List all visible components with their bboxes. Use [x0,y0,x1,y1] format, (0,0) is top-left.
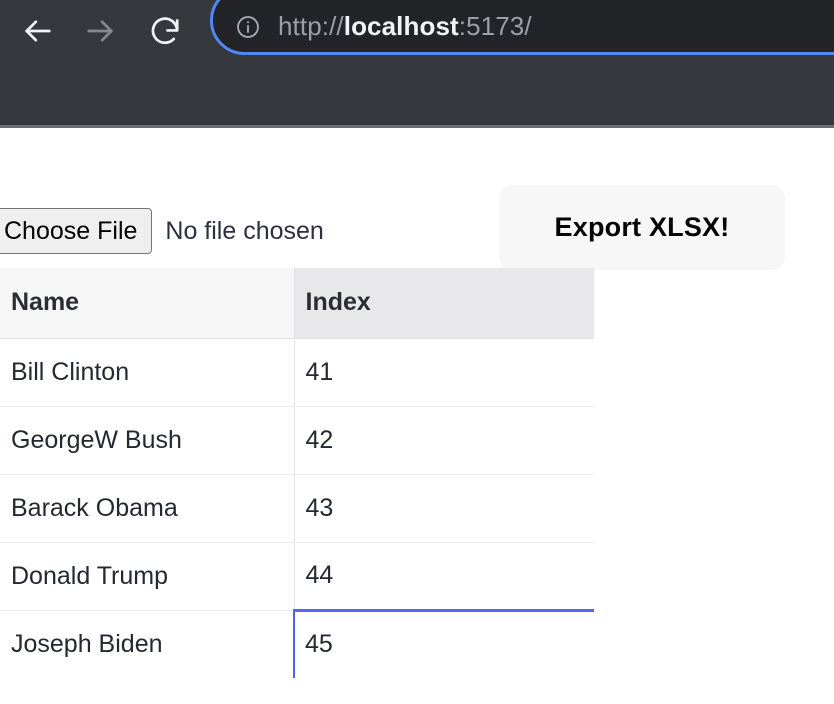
cell-index[interactable]: 43 [293,474,594,543]
cell-index[interactable]: 44 [293,542,594,611]
forward-button[interactable] [79,10,121,52]
table-header: Name Index [0,268,594,339]
cell-index-focused[interactable]: 45 [293,608,594,678]
reload-icon [151,17,179,45]
file-input-row: Choose File No file chosen [0,208,324,254]
url-path: :5173/ [458,11,532,41]
file-status-label: No file chosen [165,216,324,245]
cell-name[interactable]: Donald Trump [0,542,294,611]
column-header-name[interactable]: Name [0,268,294,339]
info-circle-icon[interactable] [235,14,261,40]
address-bar-url: http://localhost:5173/ [278,11,532,42]
choose-file-button[interactable]: Choose File [0,208,153,254]
page-content: Choose File No file chosen Export XLSX! … [0,131,834,704]
arrow-right-icon [87,20,113,42]
browser-toolbar: http://localhost:5173/ [0,0,834,128]
table-row[interactable]: Bill Clinton 41 [0,338,594,407]
back-button[interactable] [17,10,59,52]
table-row[interactable]: Joseph Biden 45 [0,608,594,678]
table-header-row: Name Index [0,268,594,339]
cell-name[interactable]: Barack Obama [0,474,294,543]
url-host: localhost [343,11,459,41]
cell-index[interactable]: 42 [293,406,594,475]
column-header-index[interactable]: Index [293,268,594,339]
cell-name[interactable]: Joseph Biden [0,610,294,678]
reload-button[interactable] [144,10,186,52]
arrow-left-icon [25,20,51,42]
cell-name[interactable]: GeorgeW Bush [0,406,294,475]
address-bar[interactable]: http://localhost:5173/ [210,0,834,55]
table-row[interactable]: GeorgeW Bush 42 [0,406,594,475]
cell-name[interactable]: Bill Clinton [0,338,294,407]
cell-index[interactable]: 41 [293,338,594,407]
table-row[interactable]: Barack Obama 43 [0,474,594,543]
export-xlsx-button[interactable]: Export XLSX! [499,185,785,270]
table-row[interactable]: Donald Trump 44 [0,542,594,611]
presidents-table: Name Index Bill Clinton 41 GeorgeW Bush … [0,268,594,678]
url-scheme: http:// [278,11,344,41]
table-body: Bill Clinton 41 GeorgeW Bush 42 Barack O… [0,338,594,678]
